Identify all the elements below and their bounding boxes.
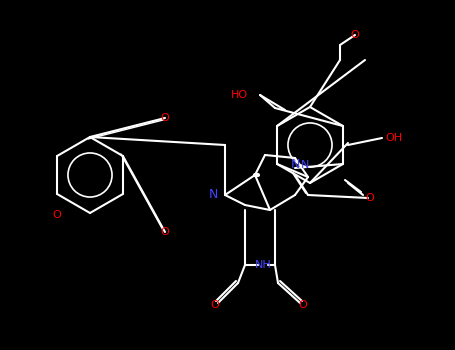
Text: N: N <box>301 160 309 170</box>
Text: O: O <box>53 210 61 220</box>
Text: O: O <box>366 193 374 203</box>
Text: OH: OH <box>385 133 402 143</box>
Text: HO: HO <box>231 90 248 100</box>
Text: O: O <box>351 30 359 40</box>
Text: NH: NH <box>255 260 271 270</box>
Text: O: O <box>298 300 308 310</box>
Text: O: O <box>161 227 169 237</box>
Text: N: N <box>290 159 300 172</box>
Text: O: O <box>161 113 169 123</box>
Text: N: N <box>208 189 217 202</box>
Text: O: O <box>211 300 219 310</box>
